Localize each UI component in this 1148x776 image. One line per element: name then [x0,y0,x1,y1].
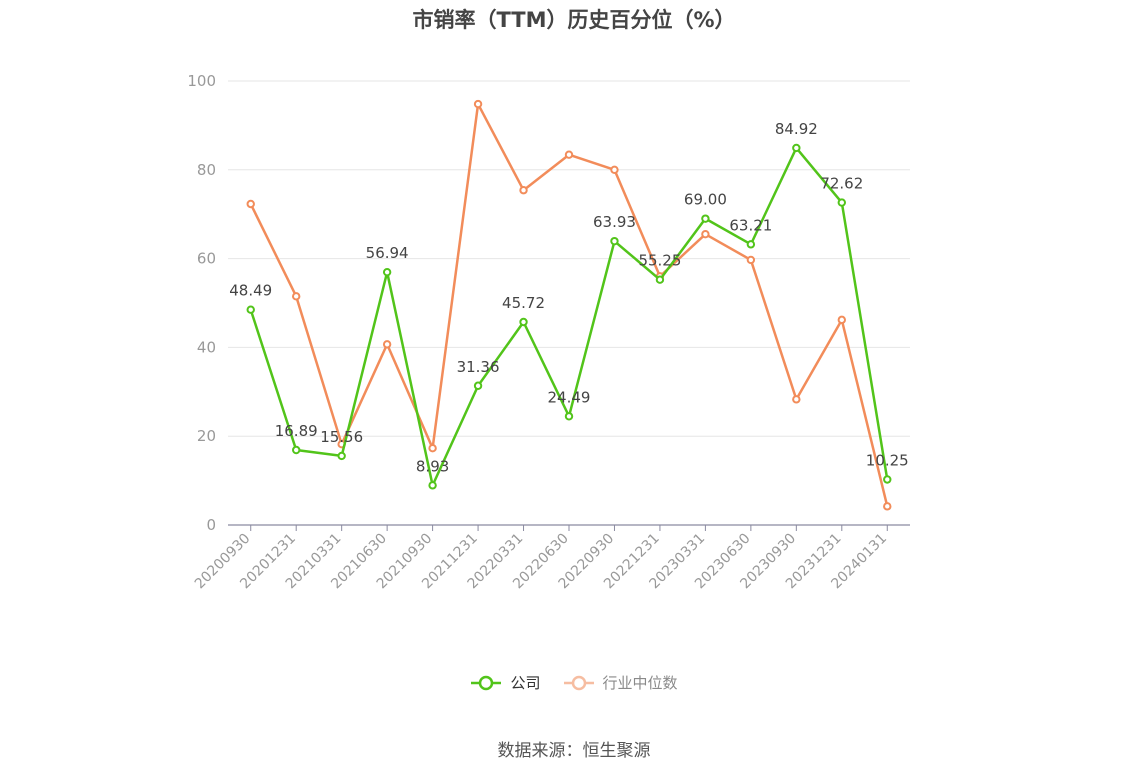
data-point-industry-median [564,150,574,159]
data-label: 84.92 [775,120,818,138]
data-label: 31.36 [457,358,500,376]
legend-label-company: 公司 [510,674,541,692]
data-point-company [337,451,346,461]
data-point-company [610,236,619,246]
y-tick-label: 60 [197,250,216,268]
data-point-industry-median [246,199,255,209]
data-point-industry-median [473,99,483,109]
legend-item-company[interactable]: 公司 [470,672,541,693]
data-point-company [519,317,528,327]
data-label: 45.72 [502,294,545,312]
y-tick-label: 0 [206,516,216,534]
data-point-company [792,143,801,153]
legend-label-industry-median: 行业中位数 [602,674,678,692]
data-point-industry-median [382,340,392,349]
data-label: 69.00 [684,191,727,209]
y-tick-label: 100 [187,72,216,90]
data-point-industry-median [792,395,801,404]
series-line-industry-median [249,102,889,507]
data-point-company [473,381,483,390]
data-label: 56.94 [366,244,409,262]
source-note: 数据来源：恒生聚源 [497,741,651,761]
data-point-industry-median [519,186,528,195]
data-point-industry-median [428,443,437,453]
legend-marker-company-icon [471,675,502,690]
data-point-industry-median [610,165,619,175]
data-label: 15.56 [320,428,363,446]
data-point-company [564,412,574,421]
y-tick-label: 80 [197,161,216,179]
data-point-company [883,475,892,484]
data-point-industry-median [746,255,756,265]
data-point-company [382,267,392,277]
legend-item-industry-median[interactable]: 行业中位数 [563,672,678,693]
data-point-industry-median [837,315,846,325]
data-label: 8.93 [416,457,449,475]
data-point-company [701,214,710,223]
data-point-company [746,240,756,249]
data-point-industry-median [292,292,301,301]
y-tick-label: 20 [197,427,216,445]
data-label: 63.21 [729,216,772,234]
data-label: 72.62 [820,175,863,193]
y-tick-label: 40 [197,338,216,356]
data-label: 16.89 [275,422,318,440]
chart-title: 市销率（TTM）历史百分位（%） [412,8,736,32]
data-point-industry-median [883,502,892,511]
data-point-company [246,305,255,314]
data-label: 10.25 [866,451,909,469]
data-point-company [837,198,846,207]
data-point-company [655,275,665,284]
data-point-company [428,481,437,490]
legend-marker-industry-icon [563,675,594,690]
legend: 公司 行业中位数 [0,672,1148,693]
data-label: 48.49 [229,282,272,300]
data-point-company [292,445,301,455]
data-label: 63.93 [593,213,636,231]
data-label: 24.49 [548,388,591,406]
data-label: 55.25 [638,252,681,270]
data-point-industry-median [701,229,710,239]
